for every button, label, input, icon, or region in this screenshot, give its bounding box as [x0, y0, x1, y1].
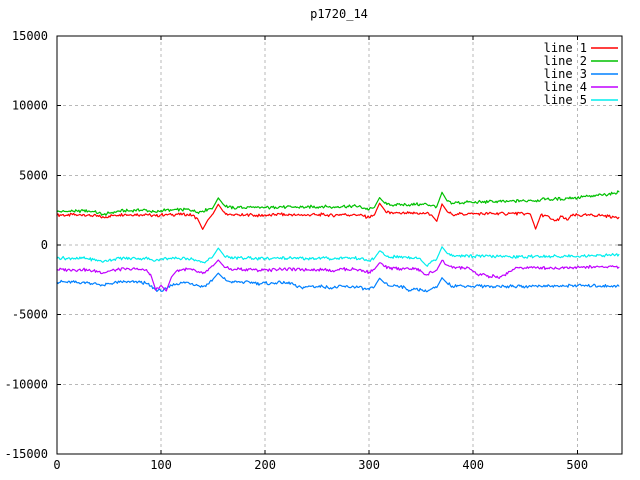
y-tick-label: 15000: [12, 29, 48, 43]
x-tick-label: 400: [462, 458, 484, 472]
axis-ticks: [56, 35, 622, 455]
legend-label-3: line 3: [544, 67, 587, 81]
x-tick-label: 500: [566, 458, 588, 472]
y-tick-label: 0: [41, 238, 48, 252]
legend-label-5: line 5: [544, 93, 587, 107]
x-tick-label: 0: [53, 458, 60, 472]
series-line-3: [56, 272, 620, 293]
chart-title: p1720_14: [310, 7, 368, 21]
x-axis-labels: 0 100 200 300 400 500: [53, 458, 588, 472]
gridlines: [57, 36, 622, 454]
legend-label-1: line 1: [544, 41, 587, 55]
y-tick-label: -5000: [12, 308, 48, 322]
y-tick-label: -10000: [5, 377, 48, 391]
y-tick-label: -15000: [5, 447, 48, 461]
x-tick-label: 300: [358, 458, 380, 472]
y-tick-label: 10000: [12, 99, 48, 113]
y-axis-labels: -15000 -10000 -5000 0 5000 10000 15000: [5, 29, 48, 461]
data-series: [56, 190, 620, 293]
series-line-4: [56, 259, 620, 292]
x-tick-label: 100: [150, 458, 172, 472]
legend-label-4: line 4: [544, 80, 587, 94]
series-line-5: [56, 246, 620, 267]
series-line-2: [56, 190, 620, 216]
legend-label-2: line 2: [544, 54, 587, 68]
x-tick-label: 200: [254, 458, 276, 472]
y-tick-label: 5000: [19, 168, 48, 182]
series-line-1: [56, 202, 620, 230]
